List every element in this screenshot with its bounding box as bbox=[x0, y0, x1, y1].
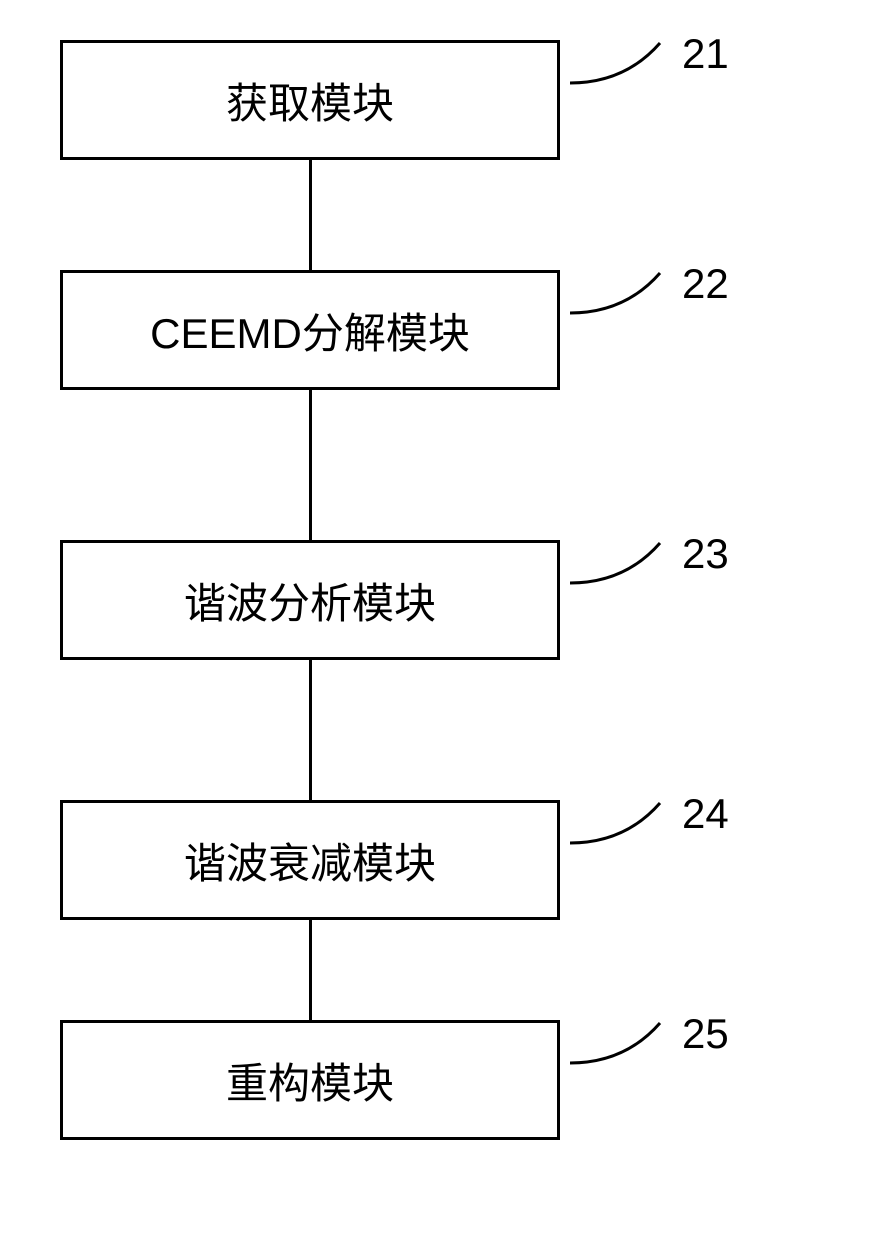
node-harmonic-analysis-module: 谐波分析模块 bbox=[60, 540, 560, 660]
connector-line bbox=[309, 390, 312, 540]
node-reconstruction-module: 重构模块 bbox=[60, 1020, 560, 1140]
node-label: 谐波分析模块 bbox=[184, 570, 436, 631]
node-tag: 23 bbox=[682, 530, 729, 578]
leader-line bbox=[570, 1015, 680, 1065]
node-label: 重构模块 bbox=[226, 1050, 394, 1111]
node-tag-group: 22 bbox=[570, 270, 729, 390]
flowchart-diagram: 获取模块 21 CEEMD分解模块 22 谐波分析模块 bbox=[60, 40, 820, 1140]
leader-line bbox=[570, 265, 680, 315]
node-row-3: 谐波分析模块 23 bbox=[60, 540, 820, 660]
node-acquire-module: 获取模块 bbox=[60, 40, 560, 160]
connector-1-2 bbox=[60, 160, 560, 270]
leader-line bbox=[570, 795, 680, 845]
node-row-1: 获取模块 21 bbox=[60, 40, 820, 160]
node-harmonic-attenuation-module: 谐波衰减模块 bbox=[60, 800, 560, 920]
connector-4-5 bbox=[60, 920, 560, 1020]
node-tag-group: 23 bbox=[570, 540, 729, 660]
leader-line bbox=[570, 35, 680, 85]
node-tag-group: 25 bbox=[570, 1020, 729, 1140]
node-label: 获取模块 bbox=[226, 70, 394, 131]
node-tag-group: 21 bbox=[570, 40, 729, 160]
node-label: CEEMD分解模块 bbox=[150, 300, 470, 361]
node-label: 谐波衰减模块 bbox=[184, 830, 436, 891]
connector-line bbox=[309, 160, 312, 270]
node-tag: 21 bbox=[682, 30, 729, 78]
node-tag: 22 bbox=[682, 260, 729, 308]
connector-3-4 bbox=[60, 660, 560, 800]
connector-2-3 bbox=[60, 390, 560, 540]
node-row-4: 谐波衰减模块 24 bbox=[60, 800, 820, 920]
node-row-2: CEEMD分解模块 22 bbox=[60, 270, 820, 390]
connector-line bbox=[309, 920, 312, 1020]
node-tag: 25 bbox=[682, 1010, 729, 1058]
node-row-5: 重构模块 25 bbox=[60, 1020, 820, 1140]
node-tag: 24 bbox=[682, 790, 729, 838]
leader-line bbox=[570, 535, 680, 585]
connector-line bbox=[309, 660, 312, 800]
node-tag-group: 24 bbox=[570, 800, 729, 920]
node-ceemd-module: CEEMD分解模块 bbox=[60, 270, 560, 390]
